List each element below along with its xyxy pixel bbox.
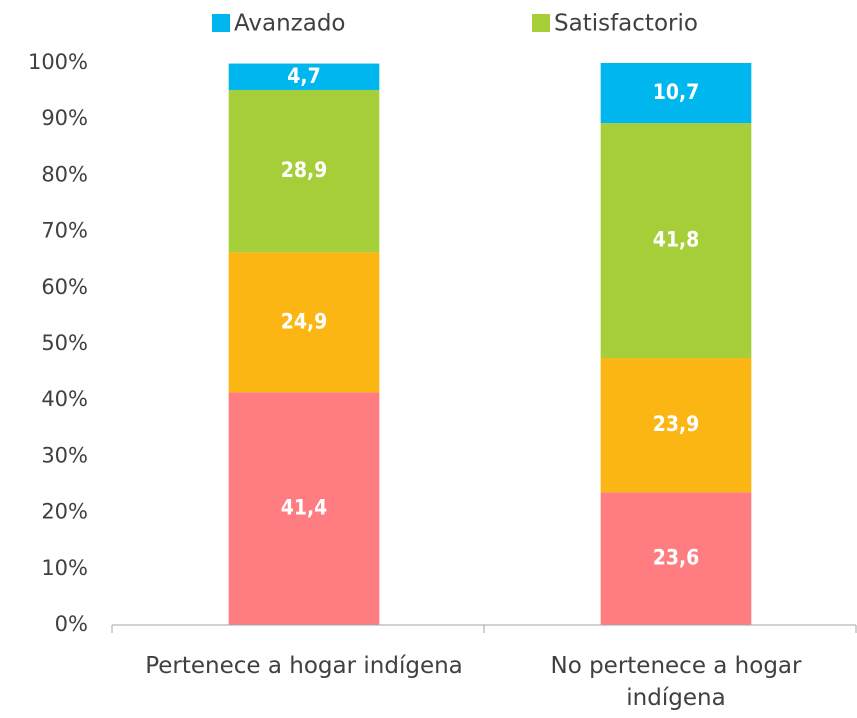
x-tick-label: Pertenece a hogar indígena [145, 653, 463, 679]
bar-segment [600, 358, 752, 493]
bar-segment [600, 63, 752, 124]
data-label: 23,6 [653, 546, 700, 570]
data-label: 28,9 [281, 158, 328, 182]
legend-label: Satisfactorio [554, 11, 698, 37]
y-tick-label: 10% [41, 556, 88, 580]
data-label: 4,7 [287, 64, 320, 88]
data-label: 24,9 [281, 309, 328, 333]
data-label: 41,4 [281, 496, 328, 520]
data-label: 23,9 [653, 412, 700, 436]
y-tick-label: 60% [41, 275, 88, 299]
y-tick-label: 80% [41, 162, 88, 186]
bar-segment [228, 63, 380, 90]
y-tick-label: 90% [41, 106, 88, 130]
y-tick-label: 70% [41, 219, 88, 243]
y-tick-label: 20% [41, 500, 88, 524]
legend-swatch [212, 14, 230, 32]
legend-label: Avanzado [234, 11, 346, 37]
y-tick-label: 40% [41, 387, 88, 411]
bar-segment [228, 89, 380, 253]
bar-segment [228, 252, 380, 393]
y-tick-label: 30% [41, 443, 88, 467]
y-tick-label: 0% [55, 612, 88, 636]
y-tick-label: 50% [41, 331, 88, 355]
y-tick-label: 100% [28, 50, 88, 74]
bar-segment [228, 392, 380, 625]
data-label: 41,8 [653, 228, 700, 252]
bar-segment [600, 123, 752, 359]
legend-swatch [532, 14, 550, 32]
data-label: 10,7 [653, 80, 700, 104]
bar-segment [600, 492, 752, 625]
x-tick-label: No pertenece a hogar indígena [550, 653, 802, 711]
